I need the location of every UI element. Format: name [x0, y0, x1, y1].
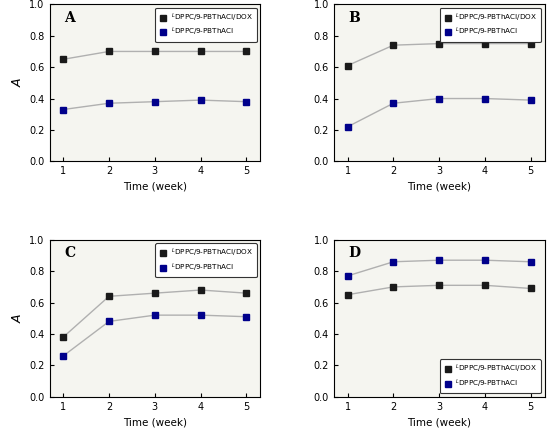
- $^{L}$DPPC/9-PBThACI/DOX: [106, 49, 112, 54]
- $^{L}$DPPC/9-PBThACI/DOX: [436, 283, 443, 288]
- Line: $^{L}$DPPC/9-PBThACI/DOX: $^{L}$DPPC/9-PBThACI/DOX: [60, 48, 250, 62]
- Line: $^{L}$DPPC/9-PBThACI: $^{L}$DPPC/9-PBThACI: [344, 95, 534, 130]
- $^{L}$DPPC/9-PBThACI/DOX: [482, 41, 488, 46]
- Text: B: B: [349, 10, 360, 25]
- $^{L}$DPPC/9-PBThACI: [344, 124, 351, 129]
- Text: D: D: [349, 246, 361, 260]
- $^{L}$DPPC/9-PBThACI/DOX: [527, 41, 534, 46]
- $^{L}$DPPC/9-PBThACI/DOX: [151, 49, 158, 54]
- X-axis label: Time (week): Time (week): [407, 417, 471, 427]
- Y-axis label: A: A: [12, 314, 25, 323]
- $^{L}$DPPC/9-PBThACI: [390, 101, 397, 106]
- Line: $^{L}$DPPC/9-PBThACI: $^{L}$DPPC/9-PBThACI: [344, 257, 534, 279]
- $^{L}$DPPC/9-PBThACI/DOX: [243, 290, 250, 296]
- $^{L}$DPPC/9-PBThACI: [527, 259, 534, 264]
- $^{L}$DPPC/9-PBThACI: [60, 353, 67, 358]
- $^{L}$DPPC/9-PBThACI: [243, 314, 250, 319]
- $^{L}$DPPC/9-PBThACI: [243, 99, 250, 104]
- $^{L}$DPPC/9-PBThACI: [106, 101, 112, 106]
- $^{L}$DPPC/9-PBThACI/DOX: [197, 49, 204, 54]
- $^{L}$DPPC/9-PBThACI: [527, 98, 534, 103]
- Legend: $^{L}$DPPC/9-PBThACI/DOX, $^{L}$DPPC/9-PBThACI: $^{L}$DPPC/9-PBThACI/DOX, $^{L}$DPPC/9-P…: [155, 8, 256, 42]
- $^{L}$DPPC/9-PBThACI: [482, 96, 488, 101]
- $^{L}$DPPC/9-PBThACI/DOX: [243, 49, 250, 54]
- Text: C: C: [64, 246, 75, 260]
- Line: $^{L}$DPPC/9-PBThACI: $^{L}$DPPC/9-PBThACI: [60, 312, 250, 359]
- X-axis label: Time (week): Time (week): [123, 182, 187, 192]
- Line: $^{L}$DPPC/9-PBThACI/DOX: $^{L}$DPPC/9-PBThACI/DOX: [60, 287, 250, 340]
- $^{L}$DPPC/9-PBThACI/DOX: [60, 334, 67, 340]
- Text: A: A: [64, 10, 75, 25]
- $^{L}$DPPC/9-PBThACI: [482, 258, 488, 263]
- $^{L}$DPPC/9-PBThACI/DOX: [151, 290, 158, 296]
- $^{L}$DPPC/9-PBThACI/DOX: [390, 43, 397, 48]
- $^{L}$DPPC/9-PBThACI/DOX: [390, 284, 397, 290]
- Line: $^{L}$DPPC/9-PBThACI: $^{L}$DPPC/9-PBThACI: [60, 97, 250, 112]
- $^{L}$DPPC/9-PBThACI: [197, 313, 204, 318]
- $^{L}$DPPC/9-PBThACI: [436, 258, 443, 263]
- $^{L}$DPPC/9-PBThACI: [106, 319, 112, 324]
- Line: $^{L}$DPPC/9-PBThACI/DOX: $^{L}$DPPC/9-PBThACI/DOX: [344, 41, 534, 69]
- $^{L}$DPPC/9-PBThACI/DOX: [482, 283, 488, 288]
- $^{L}$DPPC/9-PBThACI/DOX: [344, 292, 351, 297]
- $^{L}$DPPC/9-PBThACI: [197, 98, 204, 103]
- $^{L}$DPPC/9-PBThACI: [60, 107, 67, 112]
- $^{L}$DPPC/9-PBThACI: [344, 273, 351, 279]
- $^{L}$DPPC/9-PBThACI: [436, 96, 443, 101]
- $^{L}$DPPC/9-PBThACI: [151, 99, 158, 104]
- Y-axis label: A: A: [12, 78, 25, 87]
- X-axis label: Time (week): Time (week): [407, 182, 471, 192]
- Legend: $^{L}$DPPC/9-PBThACI/DOX, $^{L}$DPPC/9-PBThACI: $^{L}$DPPC/9-PBThACI/DOX, $^{L}$DPPC/9-P…: [439, 8, 541, 42]
- $^{L}$DPPC/9-PBThACI: [151, 313, 158, 318]
- Legend: $^{L}$DPPC/9-PBThACI/DOX, $^{L}$DPPC/9-PBThACI: $^{L}$DPPC/9-PBThACI/DOX, $^{L}$DPPC/9-P…: [155, 243, 256, 277]
- $^{L}$DPPC/9-PBThACI: [390, 259, 397, 264]
- Legend: $^{L}$DPPC/9-PBThACI/DOX, $^{L}$DPPC/9-PBThACI: $^{L}$DPPC/9-PBThACI/DOX, $^{L}$DPPC/9-P…: [439, 359, 541, 393]
- X-axis label: Time (week): Time (week): [123, 417, 187, 427]
- $^{L}$DPPC/9-PBThACI/DOX: [527, 286, 534, 291]
- Line: $^{L}$DPPC/9-PBThACI/DOX: $^{L}$DPPC/9-PBThACI/DOX: [344, 282, 534, 298]
- $^{L}$DPPC/9-PBThACI/DOX: [106, 294, 112, 299]
- $^{L}$DPPC/9-PBThACI/DOX: [60, 57, 67, 62]
- $^{L}$DPPC/9-PBThACI/DOX: [436, 41, 443, 46]
- $^{L}$DPPC/9-PBThACI/DOX: [197, 287, 204, 293]
- $^{L}$DPPC/9-PBThACI/DOX: [344, 63, 351, 68]
